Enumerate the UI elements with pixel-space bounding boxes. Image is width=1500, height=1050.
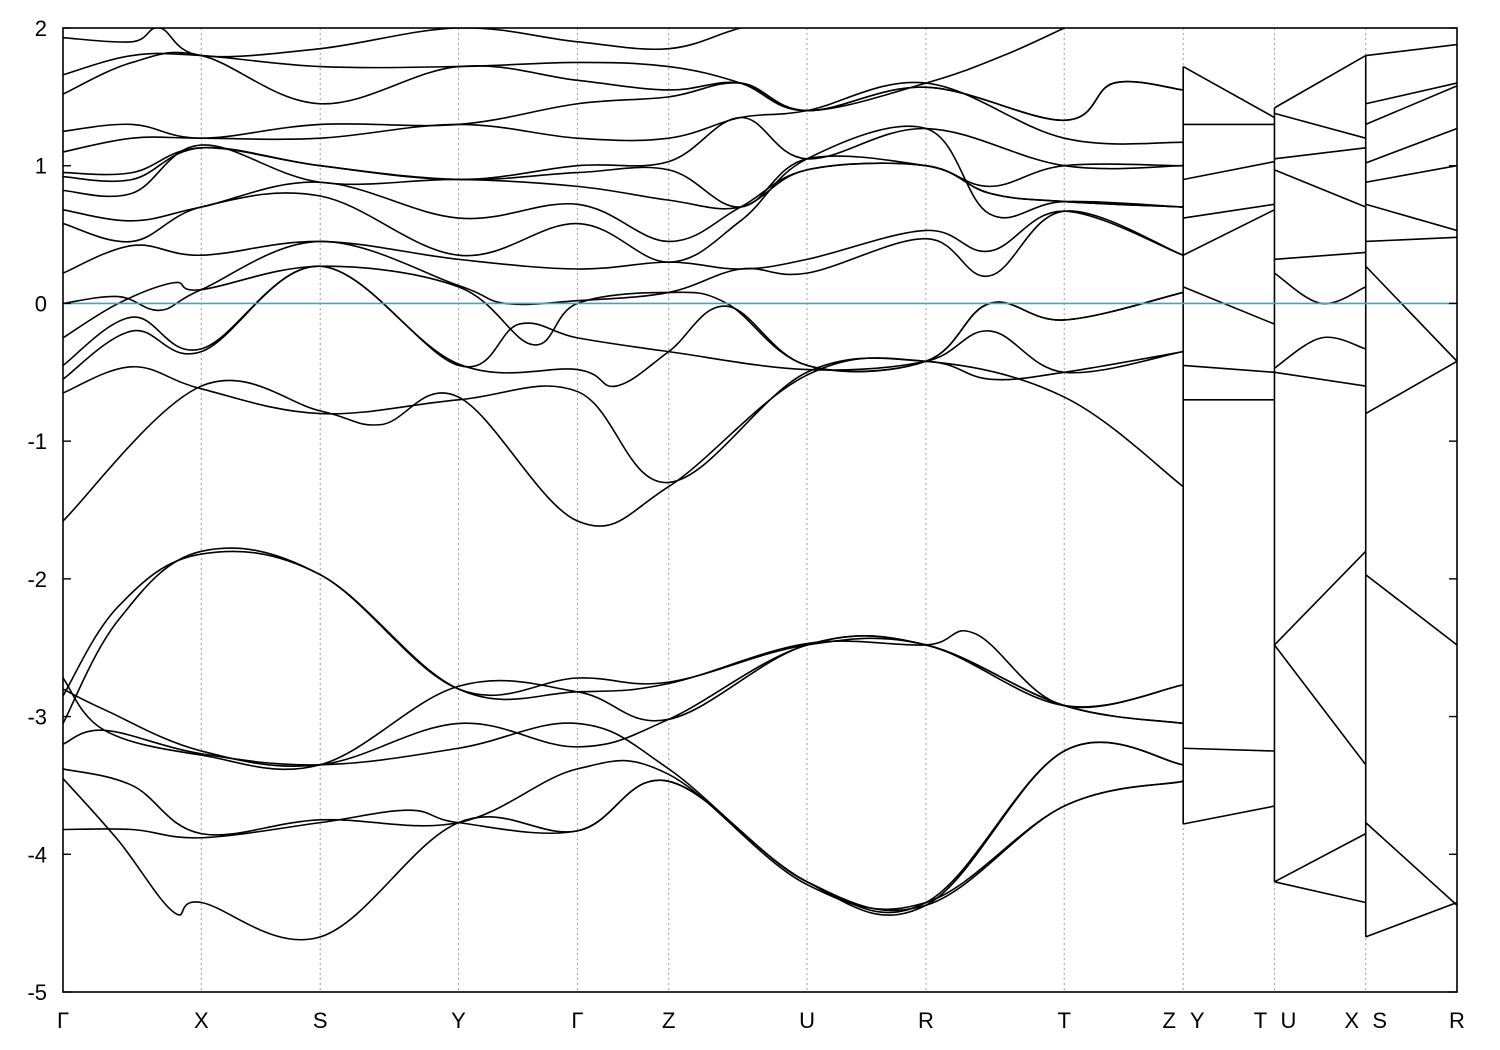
band-0-2	[63, 265, 1184, 380]
band-2-7	[1274, 54, 1367, 109]
kpoint-label-12: U	[1281, 1008, 1297, 1033]
band-2-8	[1273, 550, 1367, 646]
kpoint-label-0: Γ	[57, 1008, 69, 1033]
band-0-16	[63, 28, 745, 58]
band-2-10	[1274, 832, 1367, 883]
band-3-2	[1365, 236, 1457, 243]
band-1-3	[1182, 209, 1275, 256]
band-0-20	[63, 635, 1184, 767]
band-segment-3	[1364, 43, 1457, 938]
band-2-0	[1274, 336, 1366, 369]
y-axis: -5 -4 -3 -2 -1 0 1 2	[27, 16, 1457, 1005]
ytick-label-1: -4	[27, 842, 47, 867]
band-0-7	[63, 125, 1184, 263]
band-0-22	[63, 759, 1184, 911]
ytick-label-5: 0	[35, 291, 47, 316]
band-2-5	[1274, 147, 1366, 160]
band-3-0	[1365, 360, 1457, 415]
kpoint-label-7: R	[918, 1008, 934, 1033]
band-0-1	[63, 350, 1184, 484]
band-3-11	[1365, 901, 1457, 938]
ytick-label-0: -5	[27, 980, 47, 1005]
kpoint-label-11: T	[1254, 1008, 1267, 1033]
kpoint-label-8: T	[1058, 1008, 1071, 1033]
band-3-8	[1365, 43, 1457, 57]
band-2-6	[1274, 112, 1366, 139]
kpoint-label-3: Y	[451, 1008, 466, 1033]
band-1-1	[1183, 364, 1275, 374]
band-0-4	[63, 265, 1184, 373]
kpoint-label-4: Γ	[571, 1008, 583, 1033]
band-2-11	[1274, 881, 1366, 904]
ytick-label-6: 1	[35, 154, 47, 179]
kpoint-label-15: R	[1449, 1008, 1465, 1033]
kpoint-label-6: U	[799, 1008, 815, 1033]
band-1-2	[1182, 286, 1275, 325]
band-segment-0	[63, 28, 1184, 941]
kpoint-label-14: S	[1372, 1008, 1387, 1033]
kpoint-label-2: S	[313, 1008, 328, 1033]
band-segment-1	[1182, 65, 1275, 825]
band-0-21	[63, 722, 1184, 916]
band-3-6	[1365, 85, 1457, 126]
plot-frame	[62, 27, 1458, 993]
band-1-8	[1183, 747, 1275, 752]
band-2-2	[1274, 272, 1367, 305]
band-3-5	[1365, 127, 1457, 164]
band-0-8	[63, 162, 1184, 243]
kpoint-label-10: Y	[1190, 1008, 1205, 1033]
bands	[63, 28, 1457, 941]
band-0-14	[63, 51, 1184, 122]
kpoint-label-1: X	[194, 1008, 209, 1033]
band-3-3	[1365, 203, 1457, 232]
ytick-label-7: 2	[35, 16, 47, 41]
band-0-9	[63, 144, 1184, 210]
band-2-1	[1274, 371, 1366, 387]
band-2-4	[1274, 169, 1367, 208]
band-2-3	[1274, 251, 1366, 261]
band-0-11	[63, 116, 1184, 181]
band-1-9	[1183, 805, 1275, 825]
band-1-7	[1182, 65, 1275, 119]
band-3-7	[1365, 82, 1457, 105]
band-segment-2	[1273, 54, 1367, 904]
band-2-9	[1273, 644, 1367, 766]
kpoint-label-9: Z	[1162, 1008, 1175, 1033]
band-3-4	[1365, 164, 1457, 184]
band-0-24	[63, 741, 1184, 941]
band-0-18	[63, 550, 1184, 709]
ytick-label-4: -1	[27, 429, 47, 454]
ytick-label-3: -2	[27, 567, 47, 592]
band-0-0	[63, 357, 1184, 527]
ytick-label-2: -3	[27, 705, 47, 730]
band-0-17	[63, 547, 1184, 725]
band-3-1	[1365, 265, 1457, 362]
kpoint-label-5: Z	[662, 1008, 675, 1033]
band-3-9	[1365, 574, 1457, 646]
band-0-3	[63, 265, 1184, 388]
band-1-5	[1183, 160, 1275, 181]
band-0-12	[63, 81, 1184, 153]
band-1-4	[1183, 203, 1275, 219]
band-0-5	[63, 210, 1184, 312]
band-0-19	[63, 635, 1184, 771]
kpoint-label-13: X	[1344, 1008, 1359, 1033]
band-3-10	[1365, 822, 1457, 906]
